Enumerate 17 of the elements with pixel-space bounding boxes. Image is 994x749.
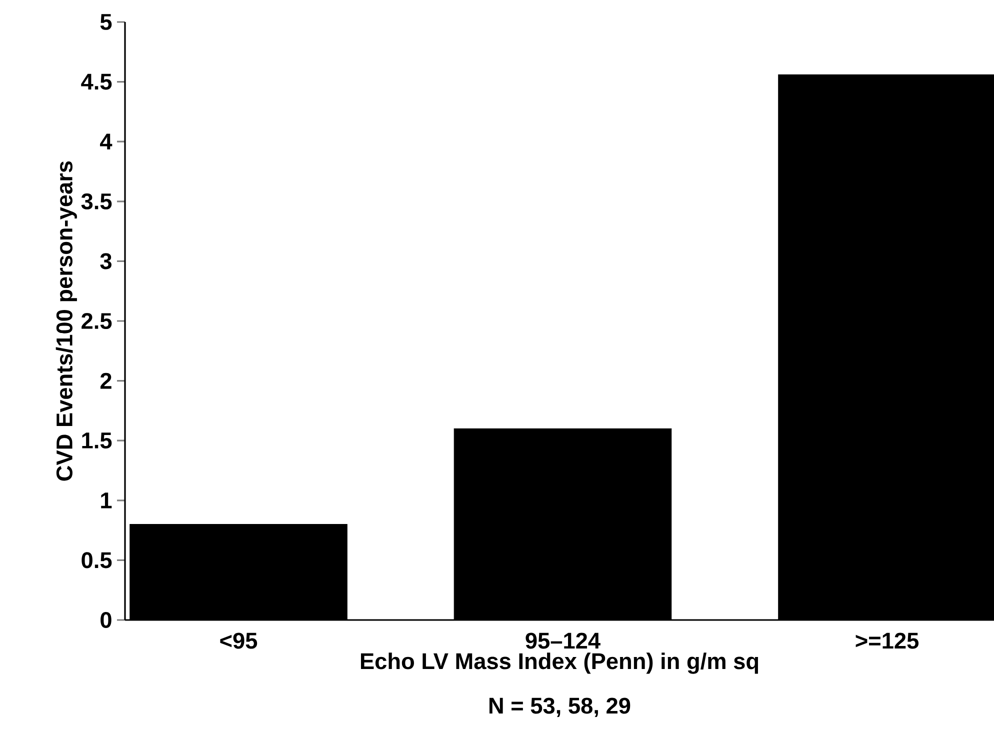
x-tick-label: 95–124 — [526, 632, 600, 649]
y-tick-label: 4.5 — [81, 74, 112, 90]
y-axis-title: CVD Events/100 person-years — [56, 161, 77, 481]
y-tick-label: 5 — [100, 14, 112, 30]
text: N = 53, 58, 29 — [489, 698, 630, 718]
y-tick-label: 2.5 — [82, 312, 112, 330]
y-tick-label: 3.5 — [81, 193, 112, 210]
y-tick-label: 3 — [100, 253, 112, 270]
y-tick-label: 2 — [100, 372, 112, 389]
y-tick-label: 0.5 — [82, 552, 112, 568]
y-tick-label: 1.5 — [82, 432, 112, 449]
y-tick-label: 0 — [100, 612, 112, 628]
x-tick-label: >=125 — [856, 632, 919, 649]
x-tick-label: <95 — [220, 632, 258, 649]
x-axis-title: Echo LV Mass Index (Penn) in g/m sq — [360, 652, 758, 674]
y-tick-label: 1 — [101, 492, 112, 508]
y-tick-label: 4 — [100, 134, 112, 150]
